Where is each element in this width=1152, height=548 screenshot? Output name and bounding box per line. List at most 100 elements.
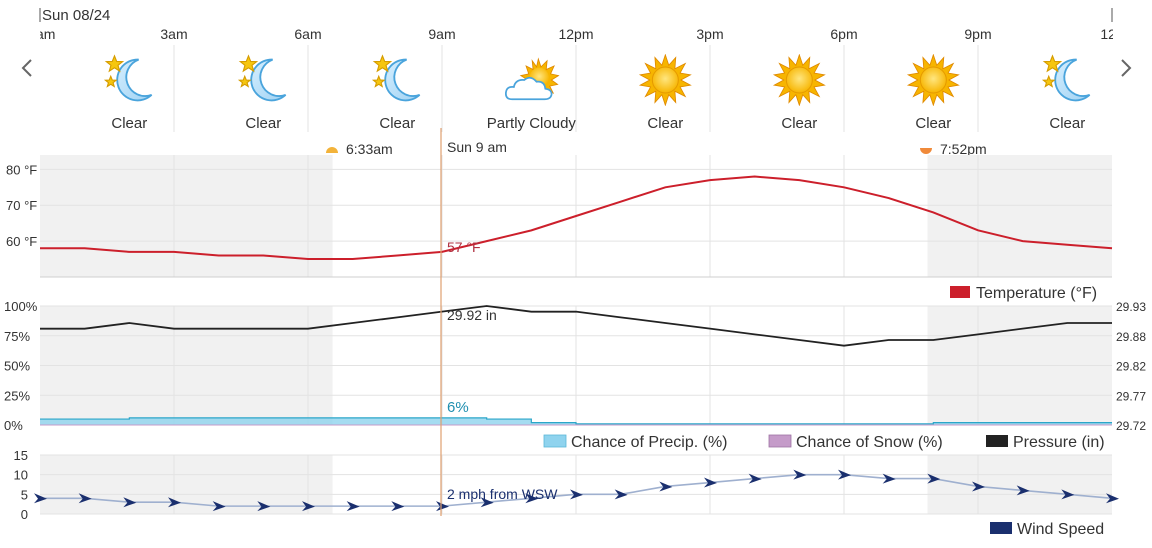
night-shade [40,455,333,514]
wind-direction-icon [34,493,47,504]
precip-pressure-panel: 0% 29.72 25% 29.77 50% 29.82 75% 29.88 100% 29.93… [4,299,1146,433]
temperature-legend: Temperature (°F) [950,285,1097,302]
sun-icon [773,54,826,106]
y-tick-label: 0% [4,418,23,433]
temperature-panel: 60 °F 70 °F 80 °F 57 °F [6,155,1113,278]
precip-legend-label: Chance of Precip. (%) [571,434,728,451]
sunset-icon [920,148,932,154]
wind-direction-icon [748,473,762,484]
pressure-legend-label: Pressure (in) [1013,434,1105,451]
wind-panel: 0 5 10 15 2 mph from WSW [14,448,1119,522]
partly-cloudy-icon [504,58,560,101]
wind-direction-icon [659,481,673,492]
precip-line [40,417,1112,425]
snow-legend-label: Chance of Snow (%) [796,434,943,451]
wind-direction-icon [614,489,628,500]
wind-direction-icon [257,501,271,512]
forecast-condition: Clear [647,115,683,132]
hour-label: 6pm [830,26,857,42]
night-shade [927,455,1112,514]
forecast-condition: Clear [1049,115,1085,132]
wind-direction-icon [302,501,315,512]
forecast-condition: Clear [915,115,951,132]
hour-label: 12a [1100,26,1124,42]
precip-legend-swatch [543,434,567,448]
snow-legend-swatch [768,434,792,448]
wind-readout: 2 mph from WSW [447,486,558,502]
hour-label: 3pm [696,26,723,42]
wind-direction-icon [793,469,807,480]
night-shade [927,155,1112,277]
precip-legend: Chance of Precip. (%) Chance of Snow (%)… [543,434,1105,451]
next-arrow-button[interactable] [1114,52,1140,84]
temperature-readout: 57 °F [447,239,481,255]
precip-area [40,417,1112,425]
y2-tick-label: 29.93 [1116,300,1146,314]
y-tick-label: 5 [21,487,28,502]
y-tick-label: 70 °F [6,198,37,213]
hour-label: am [36,26,55,42]
y2-tick-label: 29.88 [1116,330,1146,344]
temperature-legend-swatch [950,286,970,298]
y-tick-label: 50% [4,359,30,374]
wind-legend-swatch [990,522,1012,534]
wind-direction-icon [1061,489,1075,500]
hour-label: 3am [160,26,187,42]
sunrise-marker: 6:33am [326,141,393,157]
wind-direction-icon [78,493,92,504]
cursor-time-label: Sun 9 am [447,139,507,155]
sunset-time: 7:52pm [940,141,987,157]
date-label: Sun 08/24 [42,7,110,24]
wind-direction-icon [704,477,717,488]
forecast-condition: Clear [111,115,147,132]
sun-icon [907,54,960,106]
wind-direction-icon [436,501,449,512]
moon-stars-icon [1042,54,1091,102]
hour-label: 9pm [964,26,991,42]
wind-direction-icon [212,501,226,512]
wind-direction-icon [480,497,494,508]
moon-stars-icon [238,54,287,102]
pressure-legend-swatch [986,435,1008,447]
wind-legend-label: Wind Speed [1017,521,1104,538]
wind-direction-icon [838,469,851,480]
y-tick-label: 75% [4,329,30,344]
chevron-right-icon [1121,59,1132,77]
y-tick-label: 15 [14,448,28,463]
wind-direction-icon [525,493,539,504]
forecast-condition: Clear [379,115,415,132]
wind-direction-icon [346,501,360,512]
y-tick-label: 80 °F [6,162,37,177]
wind-direction-icon [168,497,181,508]
sun-icon [639,54,692,106]
hour-label: 9am [428,26,455,42]
wind-direction-icon [1106,493,1119,504]
chevron-left-icon [21,59,32,77]
y-tick-label: 60 °F [6,234,37,249]
forecast-row: Clear Clear Clear Partly Cloudy Clear Clear Cl… [104,45,1091,132]
night-shade [40,155,333,277]
sunset-marker: 7:52pm [920,141,987,157]
wind-legend: Wind Speed [990,521,1104,538]
hour-label: 6am [294,26,321,42]
y2-tick-label: 29.72 [1116,419,1146,433]
precip-readout: 6% [447,399,469,416]
y2-tick-label: 29.82 [1116,360,1146,374]
y2-tick-label: 29.77 [1116,389,1146,403]
forecast-condition: Clear [245,115,281,132]
hour-label: 12pm [558,26,593,42]
wind-direction-icon [391,501,405,512]
y-tick-label: 10 [14,468,28,483]
temperature-legend-label: Temperature (°F) [976,285,1097,302]
hour-axis: am 3am 6am 9am 12pm 3pm 6pm 9pm 12a [36,26,1124,42]
y-tick-label: 25% [4,388,30,403]
y-tick-label: 100% [4,299,38,314]
forecast-condition: Clear [781,115,817,132]
moon-stars-icon [104,54,153,102]
prev-arrow-button[interactable] [14,52,40,84]
wind-direction-icon [570,489,583,500]
y-tick-label: 0 [21,507,28,522]
sunrise-icon [326,147,338,153]
pressure-readout: 29.92 in [447,307,497,323]
